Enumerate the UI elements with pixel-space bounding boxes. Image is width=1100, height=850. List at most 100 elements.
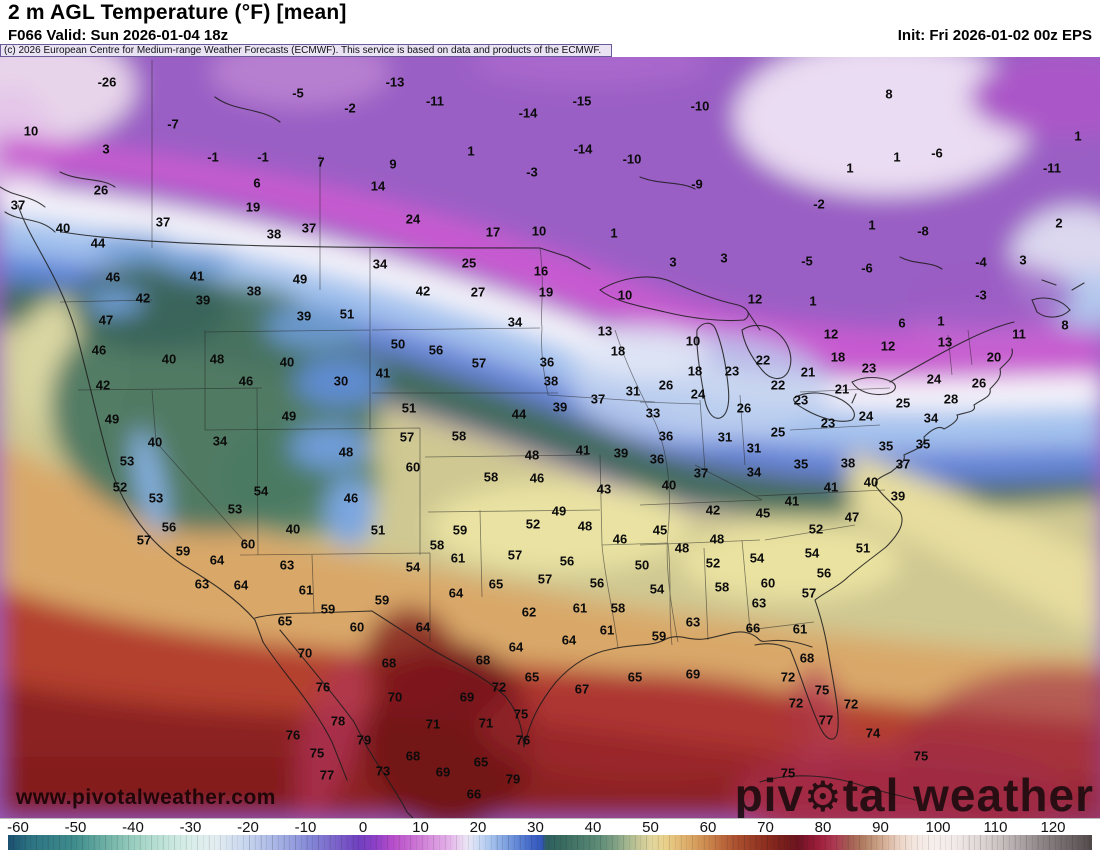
temp-value-label: 53	[148, 490, 164, 506]
temp-value-label: 53	[119, 453, 135, 469]
brand-text-post: tal weather	[842, 769, 1094, 818]
temp-value-label: 47	[844, 509, 860, 525]
temp-value-label: 36	[649, 451, 665, 467]
temp-value-label: 26	[736, 400, 752, 416]
colorbar-tick-label: 40	[584, 819, 602, 836]
temp-value-label: 26	[971, 375, 987, 391]
temp-value-label: 62	[521, 604, 537, 620]
temp-value-label: 37	[693, 465, 709, 481]
temp-value-label: -7	[167, 116, 179, 132]
temp-value-label: 31	[625, 383, 641, 399]
temp-value-label: -14	[573, 141, 593, 157]
temp-value-label: 46	[238, 373, 254, 389]
temp-value-label: 70	[297, 645, 313, 661]
temp-value-label: 52	[525, 516, 541, 532]
temp-value-label: 21	[800, 364, 816, 380]
temp-value-label: 3	[720, 250, 728, 266]
temp-value-label: -1	[207, 149, 219, 165]
temp-value-label: 3	[102, 141, 110, 157]
temp-value-label: 39	[890, 488, 906, 504]
temp-value-label: -2	[813, 196, 825, 212]
temp-value-label: 72	[491, 679, 507, 695]
temp-value-label: -11	[1042, 160, 1062, 176]
temp-value-label: 14	[370, 178, 386, 194]
colorbar-gradient	[8, 835, 1092, 850]
colorbar-tick-label: 70	[757, 819, 774, 836]
temp-value-label: 37	[10, 197, 26, 213]
temp-value-label: 42	[95, 377, 111, 393]
temp-value-label: 67	[574, 681, 590, 697]
colorbar-tick-label: 0	[358, 819, 368, 836]
temp-value-label: 25	[770, 424, 786, 440]
coastline-borders	[0, 96, 1085, 818]
temp-value-label: 11	[1012, 326, 1026, 342]
temp-value-label: 54	[649, 581, 665, 597]
temp-value-label: 64	[561, 632, 577, 648]
temp-value-label: 20	[986, 349, 1002, 365]
temp-value-label: 45	[755, 505, 771, 521]
temp-value-label: 76	[285, 727, 301, 743]
temp-value-label: 50	[634, 557, 650, 573]
temp-value-label: 58	[483, 469, 499, 485]
temp-value-label: 12	[880, 338, 896, 354]
temp-value-label: 41	[189, 268, 205, 284]
temp-value-label: 60	[405, 459, 421, 475]
temp-value-label: 34	[507, 314, 523, 330]
temp-value-label: 1	[846, 160, 854, 176]
temp-value-label: 1	[893, 149, 901, 165]
temp-value-label: 40	[161, 351, 177, 367]
temp-value-label: 42	[415, 283, 431, 299]
temperature-map[interactable]: -26 -5 -2 10 -7 3 -1 -1 7 26 6 19 37 40 37 44 37 38 46 41 49…	[0, 57, 1100, 818]
temp-value-label: 60	[349, 619, 365, 635]
temp-value-label: 75	[309, 745, 325, 761]
temp-value-label: 63	[685, 614, 701, 630]
temp-value-label: 60	[760, 575, 776, 591]
temp-value-label: -6	[931, 145, 943, 161]
temp-value-label: -10	[622, 151, 642, 167]
temp-value-label: 61	[298, 582, 314, 598]
temp-value-label: 40	[279, 354, 295, 370]
temp-value-label: -26	[97, 74, 117, 90]
temp-value-label: 25	[461, 255, 477, 271]
brand-text-pre: piv	[734, 769, 805, 818]
temp-value-label: 22	[770, 377, 786, 393]
temp-value-label: 68	[799, 650, 815, 666]
temp-value-label: 17	[485, 224, 501, 240]
temp-value-label: 8	[885, 86, 893, 102]
temp-value-label: 63	[751, 595, 767, 611]
temp-value-label: 46	[91, 342, 107, 358]
temp-value-label: 56	[428, 342, 444, 358]
temp-value-label: 1	[809, 293, 817, 309]
temp-value-label: 66	[466, 786, 482, 802]
colorbar-legend: -60 -50 -40 -30 -20 -10 0 10 20 30 40 50 60 70 80 90 100…	[0, 818, 1100, 850]
temp-value-label: 39	[296, 308, 312, 324]
temp-value-label: 39	[195, 292, 211, 308]
temp-value-label: 8	[1061, 317, 1069, 333]
temp-value-label: -8	[917, 223, 929, 239]
temp-value-label: 44	[90, 235, 106, 251]
temp-value-label: 57	[537, 571, 553, 587]
temp-value-label: 48	[209, 351, 225, 367]
temp-value-label: 33	[645, 405, 661, 421]
temp-value-label: 48	[577, 518, 593, 534]
temp-value-label: 61	[599, 622, 615, 638]
temp-value-label: 54	[804, 545, 820, 561]
temp-value-label: 56	[161, 519, 177, 535]
temp-value-label: 40	[55, 220, 71, 236]
temp-value-label: 42	[705, 502, 721, 518]
temp-value-label: -5	[801, 253, 813, 269]
temp-value-label: 71	[425, 716, 441, 732]
temp-value-label: 64	[233, 577, 249, 593]
temp-value-label: 37	[895, 456, 911, 472]
temp-value-label: 76	[315, 679, 331, 695]
colorbar-tick-label: 60	[699, 819, 717, 836]
site-watermark: www.pivotalweather.com	[16, 786, 276, 809]
page-title: 2 m AGL Temperature (°F) [mean]	[8, 1, 347, 24]
temp-value-label: 40	[147, 434, 163, 450]
temp-value-label: 24	[858, 408, 874, 424]
temp-value-label: 68	[381, 655, 397, 671]
temp-value-label: 54	[749, 550, 765, 566]
temp-value-label: 68	[405, 748, 421, 764]
temp-value-label: 31	[717, 429, 733, 445]
